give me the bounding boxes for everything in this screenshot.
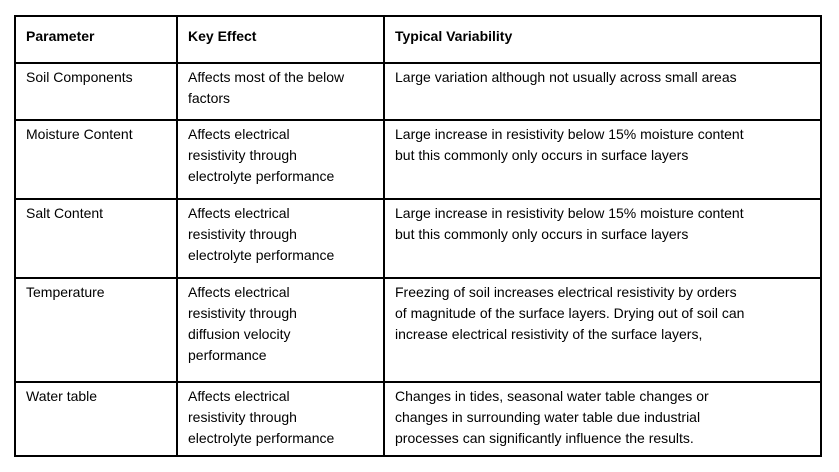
cell-key-effect: Affects electrical resistivity through e…: [176, 119, 385, 200]
table-row-temperature: Temperature Affects electrical resistivi…: [14, 277, 822, 383]
column-header-typical-variability: Typical Variability: [383, 15, 822, 64]
cell-typical-variability: Freezing of soil increases electrical re…: [383, 277, 822, 383]
cell-typical-variability: Large variation although not usually acr…: [383, 62, 822, 121]
cell-typical-variability: Large increase in resistivity below 15% …: [383, 198, 822, 279]
cell-parameter: Temperature: [14, 277, 178, 383]
cell-typical-variability: Large increase in resistivity below 15% …: [383, 119, 822, 200]
soil-resistivity-parameters-table: Parameter Key Effect Typical Variability…: [14, 15, 822, 457]
cell-parameter: Moisture Content: [14, 119, 178, 200]
cell-key-effect: Affects electrical resistivity through e…: [176, 198, 385, 279]
cell-key-effect: Affects electrical resistivity through e…: [176, 381, 385, 457]
column-header-parameter: Parameter: [14, 15, 178, 64]
cell-parameter: Water table: [14, 381, 178, 457]
table-row-moisture-content: Moisture Content Affects electrical resi…: [14, 119, 822, 200]
cell-parameter: Soil Components: [14, 62, 178, 121]
header-row: Parameter Key Effect Typical Variability: [14, 15, 822, 64]
cell-key-effect: Affects most of the below factors: [176, 62, 385, 121]
cell-parameter: Salt Content: [14, 198, 178, 279]
cell-key-effect: Affects electrical resistivity through d…: [176, 277, 385, 383]
table-row-salt-content: Salt Content Affects electrical resistiv…: [14, 198, 822, 279]
table-row-soil-components: Soil Components Affects most of the belo…: [14, 62, 822, 121]
table-row-water-table: Water table Affects electrical resistivi…: [14, 381, 822, 457]
column-header-key-effect: Key Effect: [176, 15, 385, 64]
cell-typical-variability: Changes in tides, seasonal water table c…: [383, 381, 822, 457]
